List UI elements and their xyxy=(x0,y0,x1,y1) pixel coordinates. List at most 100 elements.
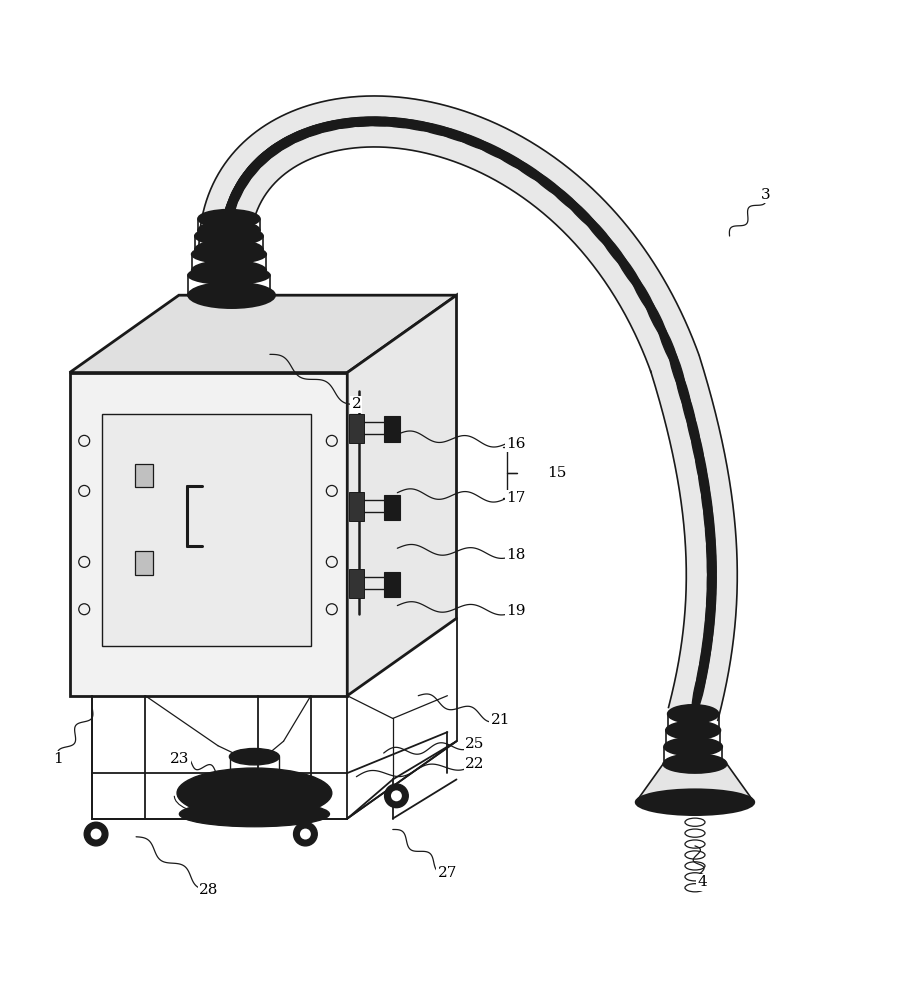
Ellipse shape xyxy=(660,326,677,365)
Ellipse shape xyxy=(373,118,425,128)
Ellipse shape xyxy=(469,138,517,162)
Ellipse shape xyxy=(435,128,475,142)
Ellipse shape xyxy=(668,346,686,396)
Ellipse shape xyxy=(664,738,722,756)
Ellipse shape xyxy=(664,754,726,772)
Text: 17: 17 xyxy=(506,491,525,505)
Ellipse shape xyxy=(657,322,679,370)
Ellipse shape xyxy=(391,119,443,132)
Text: 2: 2 xyxy=(352,397,362,411)
Ellipse shape xyxy=(232,164,256,199)
Ellipse shape xyxy=(188,285,270,305)
Ellipse shape xyxy=(192,261,267,281)
Ellipse shape xyxy=(449,131,498,152)
Ellipse shape xyxy=(686,405,701,456)
Ellipse shape xyxy=(281,127,320,144)
Ellipse shape xyxy=(454,133,493,150)
Text: 23: 23 xyxy=(170,752,190,766)
Ellipse shape xyxy=(681,386,697,437)
Circle shape xyxy=(84,822,108,846)
Ellipse shape xyxy=(614,250,644,293)
Ellipse shape xyxy=(708,541,716,593)
Ellipse shape xyxy=(224,188,237,228)
Ellipse shape xyxy=(701,638,709,679)
Polygon shape xyxy=(651,356,738,720)
Ellipse shape xyxy=(708,530,714,572)
Ellipse shape xyxy=(707,573,716,625)
Text: 27: 27 xyxy=(437,866,457,880)
Bar xyxy=(383,572,400,597)
Ellipse shape xyxy=(697,446,706,487)
Ellipse shape xyxy=(582,213,616,252)
Polygon shape xyxy=(101,414,310,646)
Ellipse shape xyxy=(198,210,260,228)
Ellipse shape xyxy=(644,295,668,342)
Polygon shape xyxy=(69,373,347,696)
Ellipse shape xyxy=(294,124,334,137)
Ellipse shape xyxy=(630,272,657,318)
Text: 16: 16 xyxy=(506,437,525,451)
Ellipse shape xyxy=(698,458,710,510)
Circle shape xyxy=(384,784,408,808)
Ellipse shape xyxy=(635,789,754,815)
Ellipse shape xyxy=(531,172,565,197)
Circle shape xyxy=(90,829,101,840)
Ellipse shape xyxy=(567,199,597,229)
Ellipse shape xyxy=(257,138,291,163)
Ellipse shape xyxy=(704,603,714,655)
Ellipse shape xyxy=(430,126,479,144)
Text: 3: 3 xyxy=(761,188,771,202)
Ellipse shape xyxy=(704,493,714,545)
Bar xyxy=(349,492,363,521)
Ellipse shape xyxy=(527,168,569,201)
Polygon shape xyxy=(635,764,754,802)
Ellipse shape xyxy=(238,154,266,186)
Ellipse shape xyxy=(708,578,714,620)
Ellipse shape xyxy=(263,129,309,156)
Ellipse shape xyxy=(699,633,711,684)
Ellipse shape xyxy=(268,132,304,153)
Text: 28: 28 xyxy=(199,883,218,897)
Bar xyxy=(349,569,363,598)
Ellipse shape xyxy=(474,141,512,160)
Ellipse shape xyxy=(188,282,275,308)
Ellipse shape xyxy=(598,230,631,272)
Ellipse shape xyxy=(222,184,240,233)
Ellipse shape xyxy=(337,117,389,126)
Ellipse shape xyxy=(633,277,654,313)
Ellipse shape xyxy=(342,119,384,124)
Ellipse shape xyxy=(646,300,666,337)
Ellipse shape xyxy=(708,593,713,635)
Ellipse shape xyxy=(493,149,530,170)
Bar xyxy=(135,551,153,575)
Ellipse shape xyxy=(354,117,406,126)
Ellipse shape xyxy=(229,159,258,203)
Ellipse shape xyxy=(359,119,401,124)
Text: 25: 25 xyxy=(465,737,485,751)
Ellipse shape xyxy=(694,668,704,709)
Ellipse shape xyxy=(488,146,534,173)
Ellipse shape xyxy=(188,266,270,284)
Ellipse shape xyxy=(198,221,260,241)
Ellipse shape xyxy=(663,755,727,773)
Text: 4: 4 xyxy=(698,875,708,889)
Ellipse shape xyxy=(667,705,719,723)
Ellipse shape xyxy=(243,141,282,177)
Circle shape xyxy=(300,829,310,840)
Ellipse shape xyxy=(703,481,710,523)
Ellipse shape xyxy=(247,145,278,173)
Polygon shape xyxy=(347,295,456,696)
Ellipse shape xyxy=(416,124,456,135)
Ellipse shape xyxy=(550,185,581,212)
Ellipse shape xyxy=(229,748,279,765)
Ellipse shape xyxy=(194,227,263,245)
Ellipse shape xyxy=(709,561,714,603)
Ellipse shape xyxy=(252,135,295,166)
Bar xyxy=(135,464,153,487)
Ellipse shape xyxy=(671,351,684,391)
Ellipse shape xyxy=(309,121,350,131)
Ellipse shape xyxy=(706,498,712,540)
Ellipse shape xyxy=(222,219,227,261)
Ellipse shape xyxy=(220,214,229,266)
Ellipse shape xyxy=(326,120,368,127)
